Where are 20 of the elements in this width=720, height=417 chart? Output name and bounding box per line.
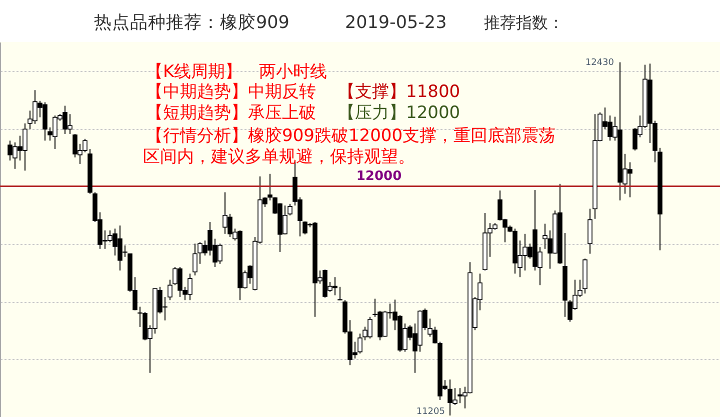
candlestick <box>358 333 362 354</box>
candlestick <box>288 203 292 216</box>
candlestick <box>268 173 272 201</box>
annotation: 【压力】12000 <box>338 103 460 123</box>
candlestick <box>338 286 342 301</box>
candlestick <box>588 208 592 254</box>
annotation: 【中期趋势】中期反转 <box>146 82 316 102</box>
chart-title: 热点品种推荐：橡胶909 <box>94 12 290 33</box>
annotation: 区间内，建议多单规避，保持观望。 <box>143 147 415 167</box>
annotation: 【支撑】11800 <box>338 82 460 102</box>
candlestick <box>168 279 172 301</box>
text: 推荐指数： <box>484 13 564 32</box>
ref-line-label: 12000 <box>356 169 402 184</box>
chart-subtitle: 2019-05-23 <box>345 13 447 33</box>
annotation: 【行情分析】橡胶909跌破12000支撑，重回底部震荡 <box>146 126 556 146</box>
annotation: 【K线周期】 两小时线 <box>146 62 328 82</box>
annotation: 12430 <box>585 58 614 68</box>
annotation: 11205 <box>416 407 445 417</box>
candlestick <box>192 243 198 276</box>
annotation: 【短期趋势】承压上破 <box>146 103 316 123</box>
